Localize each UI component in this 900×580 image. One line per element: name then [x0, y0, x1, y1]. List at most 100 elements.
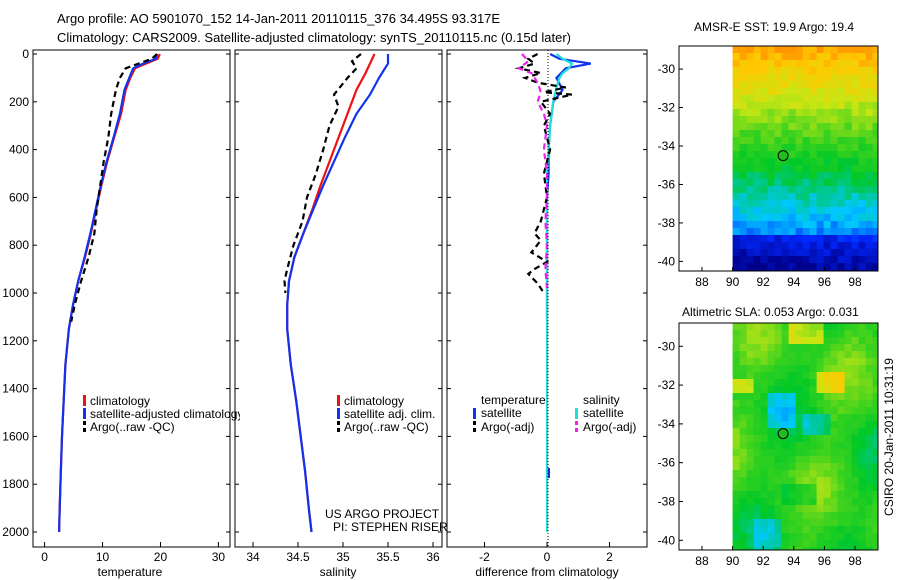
map-cell: [795, 228, 804, 236]
map-cell: [788, 393, 797, 401]
map-cell: [858, 60, 867, 68]
map-cell: [851, 137, 860, 145]
map-cell: [767, 130, 776, 138]
map-cell: [858, 365, 867, 373]
map-cell: [753, 116, 762, 124]
map-cell: [781, 533, 790, 541]
map-cell: [788, 351, 797, 359]
map-cell: [816, 130, 825, 138]
map-cell: [851, 151, 860, 159]
map-cell: [802, 172, 811, 180]
map-cell: [788, 186, 797, 194]
map-cell: [788, 540, 797, 548]
map-cell: [774, 53, 783, 61]
map-cell: [781, 53, 790, 61]
map-cell: [760, 505, 769, 513]
map-cell: [865, 158, 874, 166]
map-cell: [872, 214, 878, 222]
map-cell: [739, 102, 748, 110]
map-cell: [746, 60, 755, 68]
map-cell: [851, 449, 860, 457]
map-cell: [872, 400, 878, 408]
map-cell: [837, 60, 846, 68]
map-cell: [795, 46, 804, 54]
map-cell: [844, 123, 853, 131]
map-cell: [732, 526, 741, 534]
salinity-axes: [234, 49, 443, 548]
map-cell: [823, 151, 832, 159]
map-cell: [760, 456, 769, 464]
map-cell: [739, 498, 748, 506]
map-cell: [774, 470, 783, 478]
map-cell: [809, 372, 818, 380]
map-cell: [872, 151, 878, 159]
map-cell: [795, 165, 804, 173]
map-cell: [802, 435, 811, 443]
map-cell: [781, 186, 790, 194]
series-line: [514, 53, 573, 294]
map-cell: [823, 235, 832, 243]
map-cell: [823, 428, 832, 436]
map-cell: [788, 95, 797, 103]
legend-title-salinity: salinity: [583, 393, 620, 407]
map-cell: [872, 330, 878, 338]
map-cell: [746, 235, 755, 243]
map-cell: [851, 365, 860, 373]
map-cell: [767, 400, 776, 408]
map-cell: [830, 151, 839, 159]
map-cell: [858, 53, 867, 61]
map-cell: [795, 519, 804, 527]
map-cell: [795, 144, 804, 152]
map-cell: [837, 512, 846, 520]
map-cell: [837, 428, 846, 436]
map-cell: [739, 449, 748, 457]
map-cell: [795, 109, 804, 117]
legend-swatch-temp-satellite: [473, 408, 476, 419]
map-cell: [816, 428, 825, 436]
x-tick-label: 0: [41, 550, 48, 564]
map-y-tick-label: -40: [658, 254, 676, 268]
map-cell: [802, 263, 811, 271]
map-cell: [865, 165, 874, 173]
map-cell: [851, 214, 860, 222]
map-cell: [872, 53, 878, 61]
map-cell: [809, 358, 818, 366]
map-cell: [781, 393, 790, 401]
map-cell: [851, 519, 860, 527]
map-cell: [851, 200, 860, 208]
map-cell: [858, 263, 867, 271]
map-cell: [851, 421, 860, 429]
map-cell: [767, 221, 776, 229]
map-cell: [837, 214, 846, 222]
map-cell: [851, 442, 860, 450]
legend-entry: satellite: [583, 406, 624, 420]
map-cell: [739, 249, 748, 257]
series-line: [286, 53, 376, 533]
map-cell: [767, 172, 776, 180]
map-cell: [837, 365, 846, 373]
map-cell: [844, 165, 853, 173]
map-cell: [732, 442, 741, 450]
map-cell: [732, 372, 741, 380]
map-cell: [872, 172, 878, 180]
map-cell: [753, 88, 762, 96]
map-cell: [816, 228, 825, 236]
argo-location-marker: [777, 428, 789, 440]
map-cell: [816, 263, 825, 271]
map-cell: [795, 193, 804, 201]
map-cell: [872, 102, 878, 110]
map-cell: [788, 323, 797, 331]
map-cell: [788, 207, 797, 215]
map-cell: [823, 116, 832, 124]
map-cell: [781, 470, 790, 478]
map-cell: [809, 428, 818, 436]
map-cell: [837, 193, 846, 201]
map-cell: [795, 137, 804, 145]
map-cell: [753, 242, 762, 250]
map-cell: [795, 456, 804, 464]
map-cell: [823, 165, 832, 173]
map-cell: [802, 512, 811, 520]
map-cell: [767, 512, 776, 520]
map-x-tick-label: 98: [848, 275, 862, 289]
map-cell: [851, 463, 860, 471]
